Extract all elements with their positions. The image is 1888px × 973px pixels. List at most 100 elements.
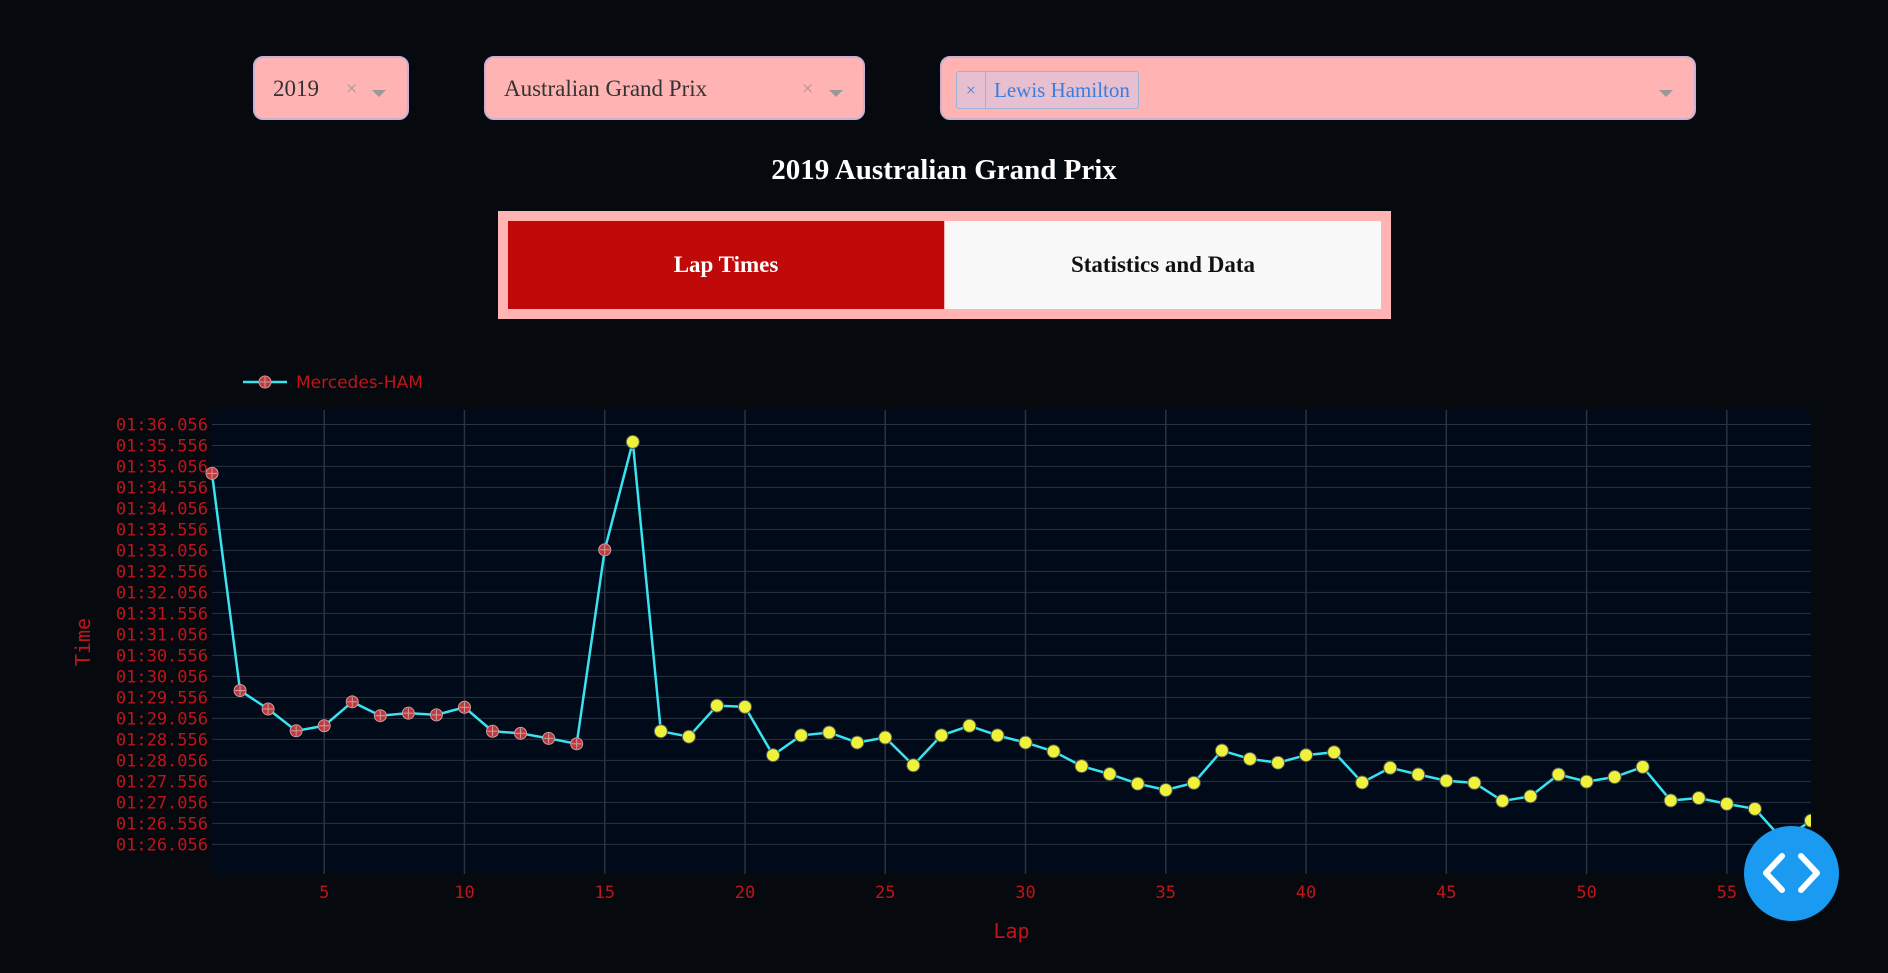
data-point — [1663, 793, 1678, 808]
code-toggle-button[interactable] — [1744, 826, 1839, 921]
driver-chip: × Lewis Hamilton — [956, 71, 1139, 109]
x-tick-label: 25 — [875, 883, 895, 903]
y-tick-label: 01:31.056 — [116, 625, 208, 645]
data-point — [1439, 773, 1454, 788]
data-point — [850, 735, 865, 750]
tab-lap-times[interactable]: Lap Times — [508, 221, 944, 309]
lap-times-chart: 01:26.05601:26.55601:27.05601:27.55601:2… — [71, 373, 1811, 943]
data-point — [990, 728, 1005, 743]
data-point — [794, 728, 809, 743]
data-point — [878, 730, 893, 745]
data-point — [1299, 748, 1314, 763]
x-tick-label: 15 — [594, 883, 614, 903]
y-tick-label: 01:33.056 — [116, 541, 208, 561]
data-point — [1607, 770, 1622, 785]
x-tick-label: 20 — [735, 883, 755, 903]
data-point — [1046, 744, 1061, 759]
y-tick-label: 01:27.056 — [116, 793, 208, 813]
y-tick-label: 01:34.556 — [116, 478, 208, 498]
data-point — [1551, 767, 1566, 782]
legend-label: Mercedes-HAM — [296, 373, 423, 393]
x-tick-label: 5 — [319, 883, 329, 903]
series-group — [205, 434, 1811, 847]
x-tick-label: 50 — [1576, 883, 1596, 903]
data-point — [906, 758, 921, 773]
race-value: Australian Grand Prix — [504, 76, 708, 101]
tab-bar: Lap Times Statistics and Data — [498, 211, 1391, 319]
data-point — [1747, 801, 1762, 816]
x-tick-label: 30 — [1015, 883, 1035, 903]
driver-multiselect[interactable]: × Lewis Hamilton — [940, 56, 1696, 120]
data-point — [822, 725, 837, 740]
y-tick-label: 01:28.056 — [116, 751, 208, 771]
y-tick-label: 01:26.056 — [116, 835, 208, 855]
data-point — [709, 698, 724, 713]
y-tick-label: 01:27.556 — [116, 772, 208, 792]
x-tick-label: 45 — [1436, 883, 1456, 903]
page-title: 2019 Australian Grand Prix — [771, 154, 1117, 186]
x-tick-label: 40 — [1296, 883, 1316, 903]
plot-area — [212, 410, 1811, 874]
y-tick-label: 01:35.056 — [116, 457, 208, 477]
data-point — [934, 728, 949, 743]
clear-race-icon[interactable]: × — [802, 78, 814, 100]
chevron-down-icon[interactable] — [372, 90, 386, 97]
year-value: 2019 — [273, 76, 319, 101]
chevron-down-icon[interactable] — [829, 90, 843, 97]
x-tick-label: 55 — [1717, 883, 1737, 903]
data-point — [1411, 767, 1426, 782]
data-point — [1130, 776, 1145, 791]
y-tick-label: 01:30.056 — [116, 667, 208, 687]
code-brackets-icon — [1763, 853, 1820, 893]
clear-year-icon[interactable]: × — [346, 78, 358, 100]
data-point — [1327, 745, 1342, 760]
data-point — [653, 724, 668, 739]
y-tick-label: 01:30.556 — [116, 646, 208, 666]
y-tick-label: 01:28.556 — [116, 730, 208, 750]
data-point — [625, 434, 640, 449]
data-point — [1719, 796, 1734, 811]
x-tick-label: 10 — [454, 883, 474, 903]
legend: Mercedes-HAM — [243, 373, 423, 393]
year-dropdown[interactable]: 2019 × — [253, 56, 409, 120]
y-axis-title: Time — [71, 618, 95, 666]
data-point — [1579, 774, 1594, 789]
data-point — [1495, 793, 1510, 808]
race-dropdown[interactable]: Australian Grand Prix × — [484, 56, 865, 120]
chevron-down-icon[interactable] — [1659, 90, 1673, 97]
y-tick-label: 01:31.556 — [116, 604, 208, 624]
data-point — [681, 729, 696, 744]
y-tick-label: 01:32.056 — [116, 583, 208, 603]
data-point — [1102, 767, 1117, 782]
y-tick-label: 01:26.556 — [116, 814, 208, 834]
y-tick-label: 01:35.556 — [116, 436, 208, 456]
y-tick-label: 01:29.056 — [116, 709, 208, 729]
data-point — [1074, 759, 1089, 774]
y-tick-label: 01:36.056 — [116, 415, 208, 435]
series-line-mercedes-ham — [210, 441, 1811, 842]
data-point — [1214, 743, 1229, 758]
data-point — [1691, 790, 1706, 805]
data-point — [962, 718, 977, 733]
data-point — [1271, 755, 1285, 770]
data-point — [738, 699, 752, 714]
data-point — [1186, 775, 1201, 790]
data-point — [1635, 759, 1650, 774]
data-point — [1242, 751, 1257, 766]
y-tick-label: 01:33.556 — [116, 520, 208, 540]
data-point — [1158, 783, 1173, 798]
y-tick-label: 01:34.056 — [116, 499, 208, 519]
remove-driver-icon[interactable]: × — [957, 72, 986, 108]
x-tick-label: 35 — [1156, 883, 1176, 903]
data-point — [1355, 775, 1370, 790]
data-point — [766, 748, 781, 763]
data-point — [1467, 775, 1482, 790]
tab-statistics-and-data[interactable]: Statistics and Data — [945, 221, 1381, 309]
driver-chip-label: Lewis Hamilton — [994, 77, 1130, 102]
data-point — [1383, 760, 1398, 775]
data-point — [1804, 813, 1811, 828]
data-point — [1523, 789, 1538, 804]
y-tick-label: 01:32.556 — [116, 562, 208, 582]
y-tick-label: 01:29.556 — [116, 688, 208, 708]
x-axis-title: Lap — [993, 919, 1029, 943]
